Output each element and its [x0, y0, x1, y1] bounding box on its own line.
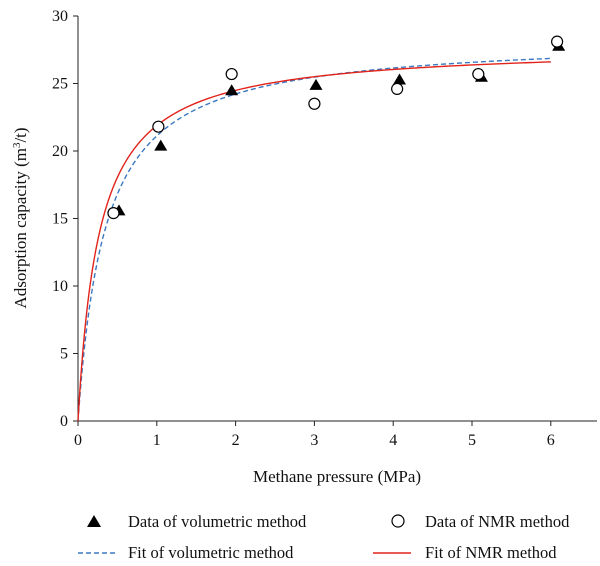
legend-label-volumetric-fit: Fit of volumetric method — [128, 543, 294, 562]
x-axis-ticks: 0 1 2 3 4 5 6 — [74, 421, 555, 449]
x-tick-label: 6 — [547, 432, 555, 449]
volumetric-data-point — [393, 73, 407, 85]
nmr-data-point — [107, 207, 120, 220]
x-tick-label: 1 — [153, 432, 161, 449]
data-markers — [107, 35, 566, 220]
volumetric-fit-line — [77, 57, 551, 422]
x-tick-label: 0 — [74, 432, 82, 449]
x-axis-title: Methane pressure (MPa) — [253, 467, 421, 486]
nmr-data-point — [308, 97, 321, 110]
y-axis-title: Adsorption capacity (m3/t) — [11, 127, 30, 308]
nmr-data-point — [391, 82, 404, 96]
y-tick-label: 15 — [52, 211, 68, 228]
legend-label-nmr-data: Data of NMR method — [425, 512, 570, 531]
x-tick-label: 5 — [468, 432, 476, 449]
legend-circle-marker — [391, 514, 405, 528]
legend-item-volumetric-data: Data of volumetric method — [87, 512, 307, 531]
plot-area: 0 1 2 3 4 5 6 0 5 10 15 20 25 30 — [52, 8, 597, 449]
legend-triangle-marker — [87, 515, 101, 527]
nmr-data-point — [551, 35, 564, 48]
volumetric-data-point — [225, 84, 239, 96]
volumetric-data-point — [154, 139, 168, 151]
y-tick-label: 0 — [60, 413, 68, 430]
x-tick-label: 3 — [310, 432, 318, 449]
y-tick-label: 25 — [52, 76, 68, 93]
nmr-data-point — [472, 67, 485, 81]
legend: Data of volumetric method Data of NMR me… — [78, 512, 570, 562]
legend-item-volumetric-fit: Fit of volumetric method — [78, 543, 294, 562]
x-tick-label: 4 — [389, 432, 397, 449]
y-tick-label: 30 — [52, 8, 68, 25]
legend-item-nmr-data: Data of NMR method — [391, 512, 570, 531]
volumetric-data-point — [309, 78, 323, 90]
legend-label-volumetric-data: Data of volumetric method — [128, 512, 307, 531]
x-tick-label: 2 — [232, 432, 240, 449]
nmr-data-point — [225, 67, 238, 81]
y-axis-title-superscript: 3 — [11, 142, 23, 148]
y-tick-label: 10 — [52, 278, 68, 295]
y-tick-label: 20 — [52, 143, 68, 160]
y-tick-label: 5 — [60, 346, 68, 363]
y-axis-ticks: 0 5 10 15 20 25 30 — [52, 8, 78, 430]
nmr-data-point — [152, 120, 165, 133]
legend-label-nmr-fit: Fit of NMR method — [425, 543, 557, 562]
legend-item-nmr-fit: Fit of NMR method — [373, 543, 557, 562]
nmr-fit-line — [77, 61, 551, 422]
fit-lines — [77, 57, 551, 422]
